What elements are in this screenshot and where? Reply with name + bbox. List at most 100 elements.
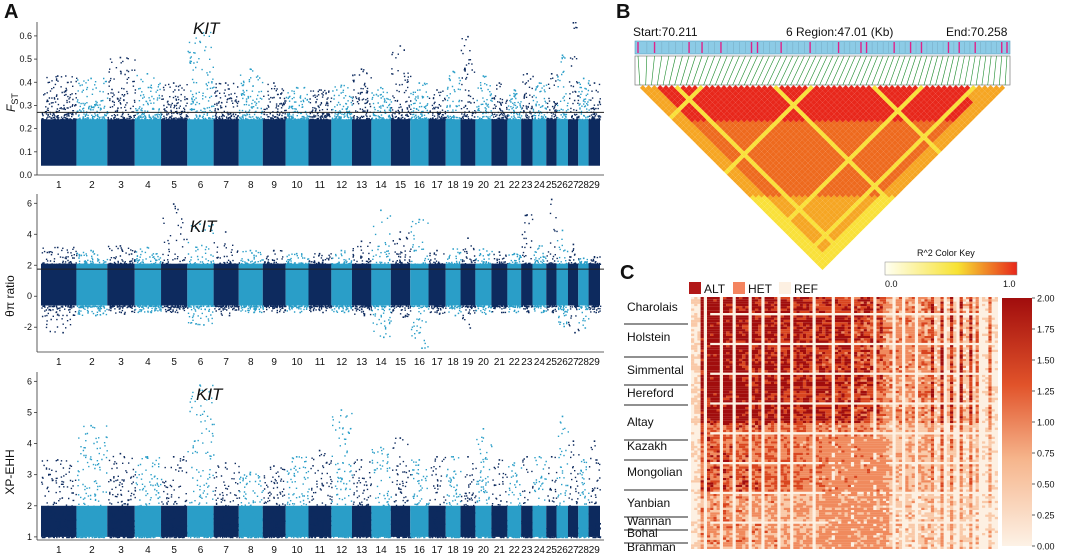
- genotype-row-segment: [700, 326, 973, 330]
- breed-label-hereford: Hereford: [627, 386, 674, 400]
- ld-cell: [868, 197, 875, 204]
- ld-cell: [871, 189, 878, 195]
- ld-cell: [723, 157, 730, 164]
- ld-cell: [808, 183, 814, 190]
- ld-cell: [735, 145, 742, 152]
- ld-cell: [738, 113, 745, 120]
- genotype-row-segment: [700, 459, 845, 462]
- ld-color-key-min: 0.0: [885, 279, 898, 289]
- ld-cell: [729, 111, 736, 117]
- ld-cell: [793, 174, 800, 181]
- ld-cell: [735, 157, 742, 164]
- genotype-row-segment: [700, 441, 963, 444]
- genotype-row-segment: [713, 466, 720, 469]
- ld-cell: [660, 99, 666, 106]
- ld-cell: [796, 165, 803, 172]
- ld-cell: [952, 85, 959, 91]
- ld-cell: [689, 99, 695, 106]
- ld-cell: [816, 134, 823, 140]
- ld-cell: [857, 203, 864, 210]
- genotype-row-segment: [691, 388, 998, 391]
- ld-cell: [831, 137, 837, 143]
- chromosome-26-points: [556, 229, 570, 328]
- genotype-row-segment: [697, 532, 992, 536]
- ld-cell: [828, 116, 835, 123]
- ld-cell: [860, 200, 866, 207]
- ld-cell: [825, 235, 832, 242]
- genotype-row-segment: [700, 349, 992, 352]
- ld-cell: [781, 168, 788, 175]
- ld-cell: [781, 174, 788, 181]
- chromosome-20-scatter: [476, 428, 493, 539]
- snp-connector-line: [651, 55, 655, 86]
- ld-cell: [883, 125, 890, 132]
- ld-cell: [825, 217, 832, 224]
- ld-cell: [897, 157, 904, 164]
- ld-cell: [860, 148, 866, 155]
- snp-connector-line: [923, 55, 933, 86]
- ld-cell: [810, 87, 817, 94]
- ld-cell: [863, 163, 869, 169]
- ld-cell: [857, 145, 864, 152]
- snp-connector-line: [993, 55, 997, 86]
- ld-cell: [752, 197, 759, 204]
- ld-cell: [923, 85, 930, 91]
- ld-cell: [938, 105, 945, 112]
- ld-cell: [831, 148, 837, 155]
- ld-cell: [883, 90, 890, 97]
- ld-cell: [784, 194, 791, 201]
- ld-cell: [828, 128, 835, 135]
- ld-cell: [918, 137, 924, 143]
- genotype-row-segment: [700, 329, 954, 332]
- y-tick-label: 1: [27, 532, 32, 542]
- ld-cell: [839, 186, 846, 192]
- ld-cell: [709, 142, 716, 149]
- ld-cell: [854, 125, 861, 132]
- ld-cell: [831, 85, 837, 91]
- ld-cell: [845, 122, 852, 129]
- ld-cell: [752, 99, 759, 106]
- chromosome-12-points: [331, 84, 354, 166]
- ld-cell: [909, 163, 916, 169]
- ld-cell: [773, 113, 780, 120]
- ld-cell: [851, 174, 858, 181]
- chromosome-17-band: [428, 263, 446, 306]
- ld-cell: [747, 163, 753, 169]
- ld-cell: [851, 186, 858, 192]
- ld-cell: [805, 174, 811, 181]
- genotype-row-segment: [841, 466, 992, 469]
- chromosome-29-scatter: [588, 256, 602, 314]
- genotype-row-segment: [691, 544, 992, 547]
- ld-cell: [883, 148, 890, 155]
- ld-cell: [805, 238, 811, 244]
- ld-cell: [886, 122, 893, 129]
- ld-cell: [755, 165, 762, 172]
- ld-cell: [894, 160, 901, 166]
- ld-cell: [729, 174, 736, 181]
- ld-cell: [886, 116, 893, 123]
- chromosome-16-band: [410, 119, 429, 166]
- ld-cell: [842, 131, 849, 138]
- ld-cell: [892, 157, 898, 164]
- ld-cell: [808, 148, 814, 155]
- ld-cell: [877, 131, 884, 138]
- ld-cell: [842, 154, 849, 161]
- ld-cell: [721, 160, 727, 166]
- ld-cell: [836, 154, 843, 161]
- ld-cell: [758, 145, 765, 152]
- ld-cell: [932, 134, 939, 140]
- chromosome-18-scatter: [445, 456, 462, 539]
- chromosome-6-scatter: [187, 29, 215, 121]
- ld-cell: [805, 215, 811, 221]
- ld-cell: [900, 177, 907, 184]
- genotype-row-segment: [751, 530, 768, 533]
- ld-cell: [894, 183, 901, 190]
- ld-cell: [848, 90, 855, 97]
- ld-cells: [639, 85, 1006, 270]
- ld-cell: [857, 220, 864, 227]
- ld-cell: [802, 137, 809, 143]
- chromosome-23-band: [521, 263, 533, 306]
- ld-cell: [752, 87, 759, 94]
- ld-cell: [865, 206, 872, 213]
- ld-cell: [851, 128, 858, 135]
